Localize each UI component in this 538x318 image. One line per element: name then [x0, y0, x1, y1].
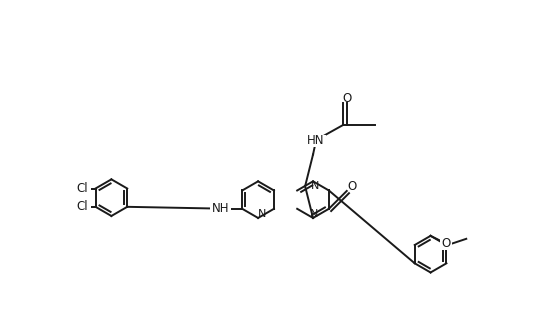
- FancyBboxPatch shape: [441, 238, 452, 250]
- Text: O: O: [442, 237, 451, 250]
- Text: Cl: Cl: [77, 182, 88, 195]
- FancyBboxPatch shape: [209, 203, 231, 215]
- Text: N: N: [311, 181, 319, 191]
- Text: HN: HN: [307, 134, 325, 147]
- Text: NH: NH: [211, 202, 229, 215]
- FancyBboxPatch shape: [73, 183, 90, 194]
- FancyBboxPatch shape: [306, 135, 326, 147]
- Text: N: N: [258, 209, 266, 219]
- Text: O: O: [347, 181, 356, 193]
- Text: O: O: [343, 92, 352, 105]
- Text: N: N: [310, 209, 318, 219]
- FancyBboxPatch shape: [73, 201, 90, 213]
- Text: Cl: Cl: [77, 200, 88, 213]
